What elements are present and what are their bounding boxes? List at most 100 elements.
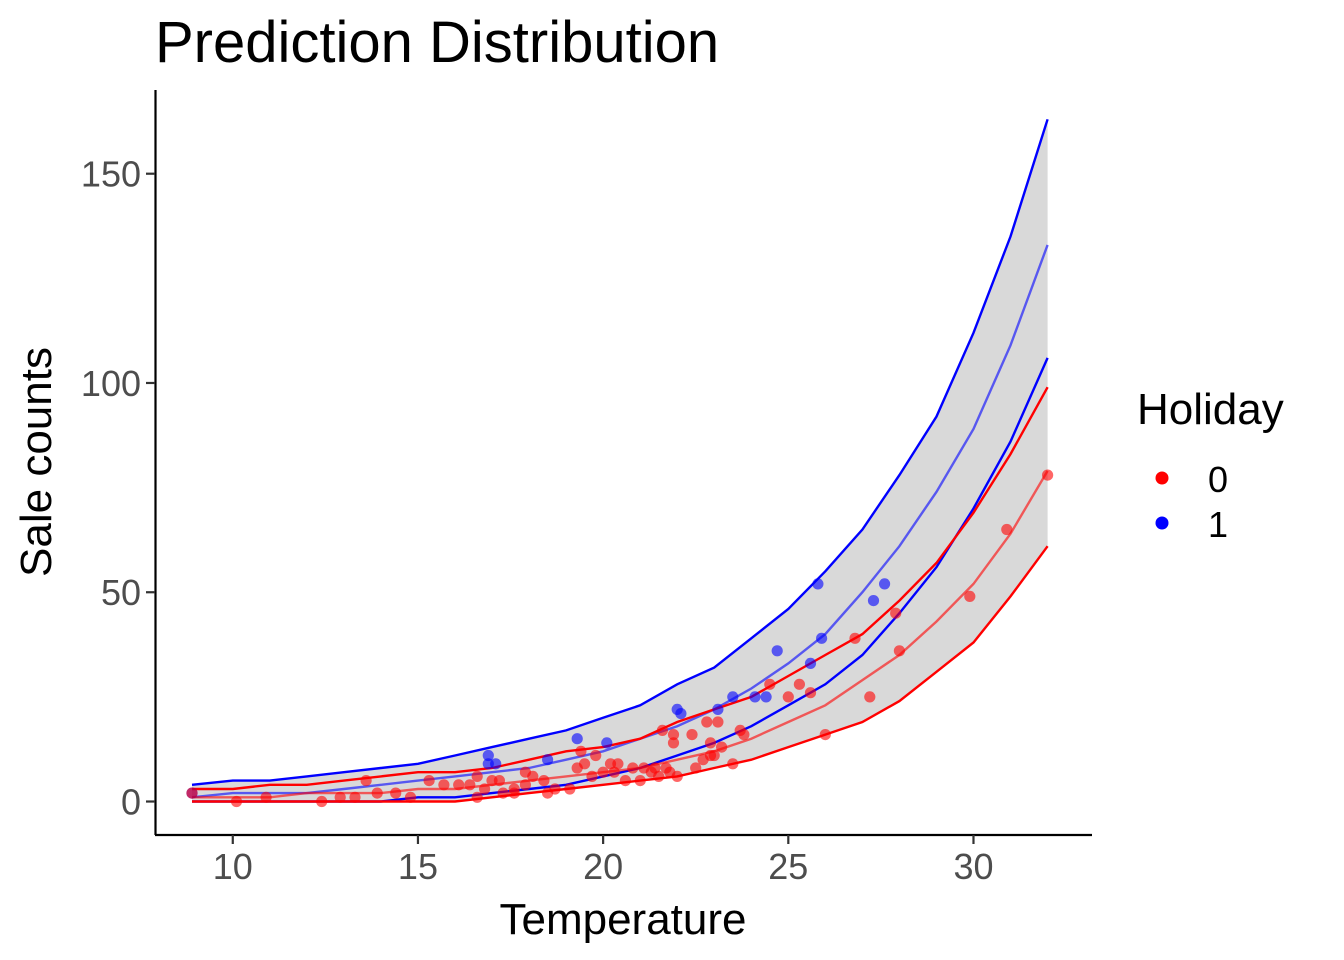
data-point-holiday-0: [793, 678, 806, 690]
data-point-holiday-1: [482, 749, 494, 762]
data-point-holiday-0: [764, 678, 776, 690]
legend-key-1: [1155, 516, 1169, 530]
x-axis-title: Temperature: [499, 895, 746, 944]
data-point-holiday-0: [727, 758, 739, 770]
data-point-holiday-0: [608, 766, 620, 778]
data-point-holiday-0: [186, 787, 198, 799]
prediction-band-layer: [192, 119, 1048, 802]
x-tick-label: 25: [768, 846, 808, 887]
data-point-holiday-0: [360, 775, 372, 787]
data-point-holiday-0: [453, 779, 465, 791]
data-point-holiday-0: [316, 795, 328, 808]
data-point-holiday-0: [890, 607, 902, 619]
data-point-holiday-1: [542, 754, 554, 766]
data-point-holiday-1: [749, 691, 761, 703]
data-point-holiday-1: [812, 578, 824, 590]
data-point-holiday-0: [667, 729, 680, 741]
data-point-holiday-0: [590, 749, 602, 762]
x-tick-label: 30: [953, 846, 993, 887]
x-axis-ticks: 10 15 20 25 30: [213, 835, 994, 887]
data-point-holiday-1: [675, 708, 687, 720]
data-point-holiday-0: [586, 770, 598, 783]
y-axis-title: Sale counts: [12, 347, 61, 577]
data-point-holiday-1: [879, 578, 891, 590]
data-point-holiday-0: [667, 737, 680, 749]
data-point-holiday-0: [619, 775, 632, 787]
data-point-holiday-0: [260, 791, 272, 803]
data-point-holiday-0: [686, 729, 698, 741]
data-point-holiday-0: [656, 724, 669, 737]
data-point-holiday-0: [390, 787, 402, 799]
data-point-holiday-0: [1042, 469, 1054, 481]
data-point-holiday-0: [508, 783, 520, 795]
data-point-holiday-0: [1001, 523, 1013, 536]
data-point-holiday-1: [867, 595, 880, 607]
data-point-holiday-0: [579, 758, 591, 770]
y-axis-ticks: 0 50 100 150: [81, 154, 155, 823]
x-tick-label: 20: [583, 846, 623, 887]
x-tick-label: 15: [398, 846, 438, 887]
legend-label-0: 0: [1208, 459, 1228, 500]
data-point-holiday-0: [538, 775, 550, 787]
data-point-holiday-0: [549, 783, 561, 795]
y-tick-label: 150: [81, 154, 141, 195]
data-point-holiday-1: [712, 703, 724, 716]
data-point-holiday-0: [704, 737, 717, 749]
data-point-holiday-0: [893, 645, 906, 657]
holiday-0-upper-line: [192, 386, 1049, 791]
data-point-holiday-0: [708, 749, 720, 762]
data-point-holiday-0: [627, 762, 639, 774]
data-point-holiday-0: [493, 775, 505, 787]
data-point-holiday-0: [575, 745, 587, 757]
prediction-band: [192, 119, 1048, 802]
data-point-holiday-0: [349, 791, 361, 803]
x-tick-label: 10: [213, 846, 253, 887]
chart-title: Prediction Distribution: [155, 10, 719, 75]
data-point-holiday-0: [819, 729, 831, 741]
data-point-holiday-0: [634, 775, 646, 787]
data-point-holiday-0: [404, 791, 417, 803]
data-point-holiday-1: [571, 733, 583, 745]
data-point-holiday-0: [671, 770, 683, 783]
y-tick-label: 0: [121, 782, 141, 823]
data-point-holiday-0: [334, 791, 346, 803]
data-point-holiday-1: [490, 758, 502, 770]
data-point-holiday-0: [464, 779, 476, 791]
legend-title: Holiday: [1137, 385, 1284, 434]
data-point-holiday-0: [712, 716, 724, 728]
data-point-holiday-0: [371, 787, 383, 799]
data-point-holiday-0: [864, 691, 876, 703]
data-point-holiday-1: [727, 691, 739, 703]
data-point-holiday-0: [564, 783, 576, 795]
plot-area: [186, 118, 1054, 808]
data-point-holiday-1: [601, 737, 613, 749]
y-tick-label: 100: [81, 363, 141, 404]
data-point-holiday-0: [597, 766, 609, 778]
data-point-holiday-0: [804, 687, 817, 699]
data-point-holiday-0: [519, 779, 532, 791]
data-point-holiday-1: [804, 657, 817, 670]
legend-label-1: 1: [1208, 504, 1228, 545]
data-point-holiday-0: [612, 758, 624, 770]
holiday-1-upper-line: [191, 118, 1049, 786]
data-point-holiday-0: [471, 791, 483, 803]
data-point-holiday-0: [701, 716, 713, 728]
data-point-holiday-1: [816, 632, 828, 644]
data-point-holiday-0: [964, 590, 976, 603]
legend: Holiday 0 1: [1137, 385, 1284, 545]
data-point-holiday-0: [849, 632, 861, 644]
holiday-1-mid-line: [191, 244, 1049, 799]
data-point-holiday-0: [497, 787, 509, 799]
data-point-layer: [186, 469, 1054, 808]
data-point-holiday-0: [230, 795, 243, 808]
data-point-holiday-1: [760, 691, 772, 703]
data-point-holiday-0: [782, 691, 794, 703]
data-point-holiday-0: [738, 729, 750, 741]
data-point-holiday-0: [527, 770, 539, 783]
data-point-holiday-0: [716, 741, 728, 753]
data-point-holiday-0: [690, 762, 702, 774]
data-point-holiday-1: [771, 645, 783, 657]
data-point-holiday-0: [649, 762, 661, 774]
data-point-holiday-0: [423, 775, 435, 787]
